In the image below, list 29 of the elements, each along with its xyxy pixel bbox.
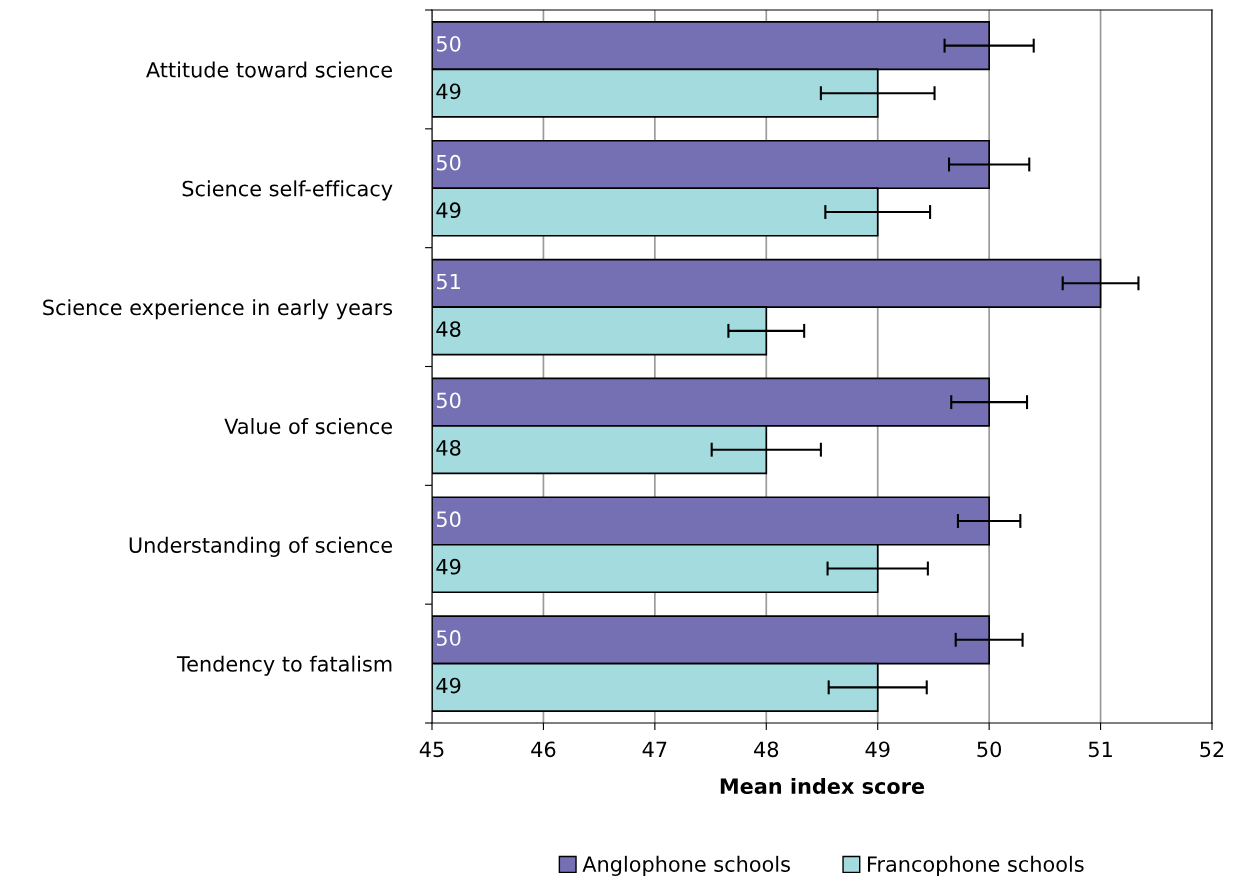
y-tick-label: Tendency to fatalism [176,655,392,676]
x-tick-label: 51 [1088,741,1112,758]
x-tick-label: 50 [977,741,1002,758]
legend-label: Francophone schools [868,855,1084,876]
data-label: 49 [436,677,461,694]
data-label: 50 [436,392,461,409]
y-tick-label: Attitude toward science [146,61,392,78]
y-tick-label: Science self-efficacy [182,180,393,201]
x-tick-label: 48 [754,741,779,758]
data-label: 49 [436,202,461,219]
x-tick-label: 45 [419,741,444,758]
legend-label: Anglophone schools [582,855,790,876]
data-label: 49 [436,83,461,100]
data-label: 50 [436,630,461,646]
x-tick-label: 49 [865,741,890,758]
data-label: 48 [436,439,461,456]
data-label: 49 [436,558,461,575]
y-tick-label: Science experience in early years [43,299,393,320]
x-axis-title: Mean index score [720,777,925,795]
x-tick-label: 46 [531,741,556,758]
data-label: 48 [436,321,461,337]
x-tick-label: 52 [1200,741,1224,758]
data-label: 50 [436,154,461,171]
data-label: 50 [436,35,461,52]
x-tick-label: 47 [642,741,667,757]
y-tick-label: Value of science [224,418,392,435]
y-tick-label: Understanding of science [129,536,392,557]
data-label: 51 [436,273,460,290]
data-label: 50 [436,511,461,528]
